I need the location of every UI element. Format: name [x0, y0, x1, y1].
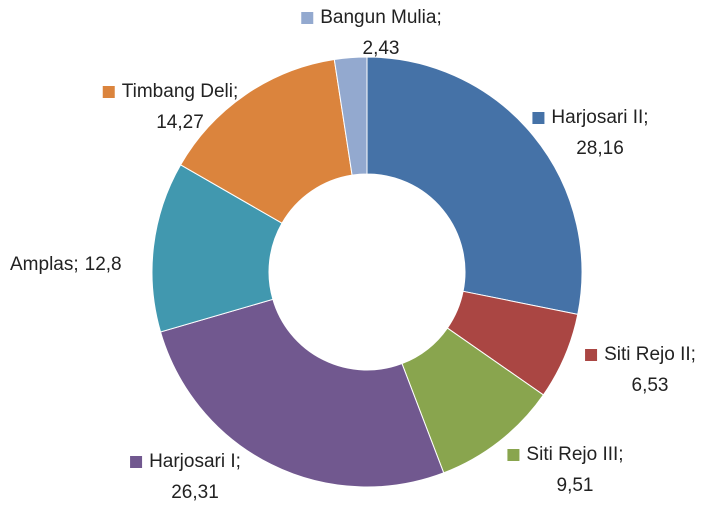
data-label-value: 2,43 — [363, 38, 400, 59]
legend-marker — [532, 112, 545, 124]
separator: ; — [691, 344, 696, 365]
category-name: Amplas — [10, 254, 73, 275]
category-name: Siti Rejo III — [526, 444, 618, 465]
separator: ; — [436, 7, 441, 28]
data-label-name: Bangun Mulia; — [320, 7, 441, 28]
category-name: Siti Rejo II — [604, 344, 691, 365]
donut-segment — [151, 164, 283, 333]
legend-marker — [301, 12, 314, 24]
donut-segment — [179, 58, 353, 224]
data-label-name: Siti Rejo II; — [604, 344, 696, 365]
data-label: Amplas; 12,8 — [10, 254, 122, 275]
value: 12,8 — [85, 254, 122, 275]
data-label-value: 26,31 — [171, 482, 219, 503]
data-label-name: Timbang Deli; — [122, 81, 239, 102]
donut-segment — [366, 56, 583, 315]
separator: ; — [618, 444, 623, 465]
legend-marker — [102, 86, 115, 98]
donut-segment — [159, 298, 445, 488]
legend-marker — [585, 349, 598, 361]
legend-marker — [130, 456, 143, 468]
category-name: Bangun Mulia — [320, 7, 437, 28]
donut-segment — [333, 56, 368, 176]
data-label-value: 14,27 — [156, 112, 204, 133]
data-label-value: 6,53 — [632, 375, 669, 396]
separator: ; — [643, 107, 648, 128]
category-name: Harjosari I — [149, 451, 236, 472]
separator: ; — [73, 254, 78, 275]
data-label-value: 9,51 — [557, 475, 594, 496]
category-name: Harjosari II — [551, 107, 643, 128]
data-label-value: 28,16 — [576, 138, 624, 159]
data-label-name: Harjosari I; — [149, 451, 241, 472]
separator: ; — [236, 451, 241, 472]
separator: ; — [233, 81, 238, 102]
data-label-name: Siti Rejo III; — [526, 444, 623, 465]
legend-marker — [507, 449, 520, 461]
data-label-name: Harjosari II; — [551, 107, 648, 128]
category-name: Timbang Deli — [122, 81, 233, 102]
